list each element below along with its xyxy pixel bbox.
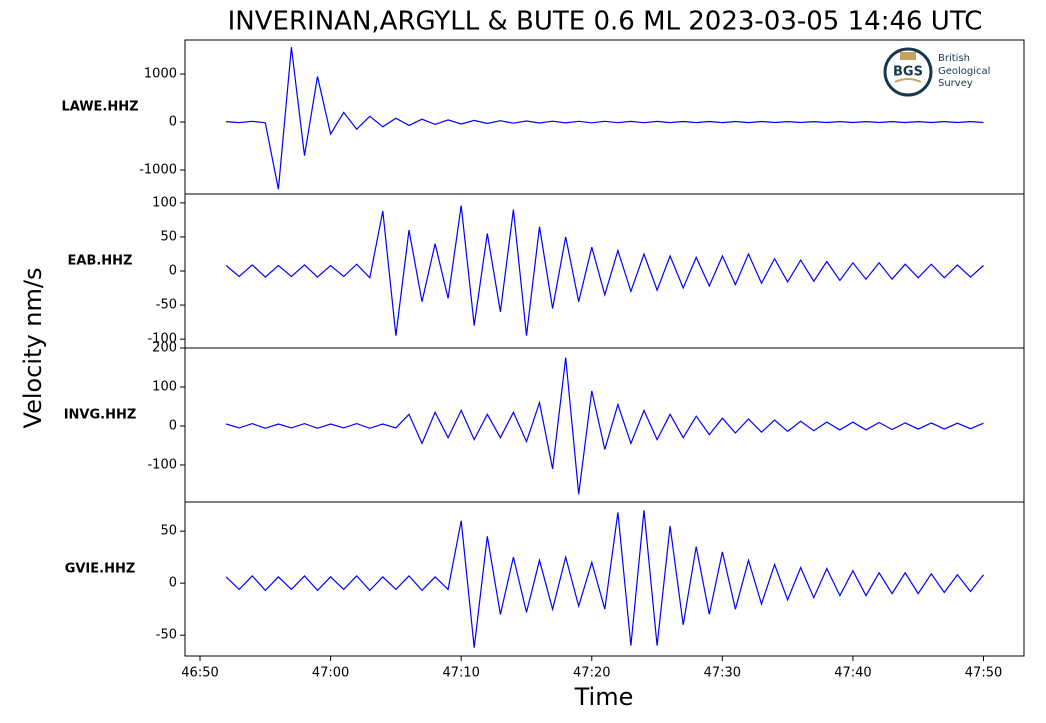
plot-area [225,357,984,495]
logo-text: British [938,53,970,64]
y-tick-label: 0 [169,264,177,279]
waveform [225,205,984,336]
logo-swoosh [894,78,922,83]
panel: GVIE.HHZ -50 0 50 46:50 47:00 47:10 47:20 47:30 4… [65,501,1025,681]
y-tick-label: 1000 [144,67,177,82]
y-tick-label: -100 [147,332,177,347]
x-tick-label: 47:40 [834,666,871,681]
logo: BGS British Geological Survey [883,47,990,97]
logo-mark: BGS [893,65,923,80]
y-tick-label: 200 [152,341,177,356]
logo-crown [900,52,916,60]
plot-area [225,510,984,648]
waveform [226,47,984,190]
panel: LAWE.HHZ -1000 0 1000 [61,39,1025,195]
waveform [225,357,984,495]
logo-text: Survey [938,78,973,89]
x-tick-label: 47:00 [312,666,349,681]
x-tick-label: 47:30 [704,666,741,681]
y-tick-label: 0 [169,576,177,591]
y-axis-label: Velocity nm/s [19,268,47,429]
logo-text: Geological [938,66,990,77]
x-tick-label: 47:50 [965,666,1002,681]
chart-title: INVERINAN,ARGYLL & BUTE 0.6 ML 2023-03-0… [228,7,983,37]
axes-frame [184,501,1025,657]
station-label: EAB.HHZ [68,254,133,269]
station-label: GVIE.HHZ [65,562,136,577]
x-tick-label: 46:50 [181,666,218,681]
y-tick-label: -50 [156,628,177,643]
y-tick-label: 0 [169,115,177,130]
plot-area [226,47,984,190]
y-tick-label: 100 [152,195,177,210]
y-tick-label: 100 [152,379,177,394]
y-tick-label: 0 [169,418,177,433]
station-label: INVG.HHZ [64,408,137,423]
x-tick-label: 47:10 [442,666,479,681]
panel: EAB.HHZ -100 -50 0 50 100 [68,193,1025,349]
x-tick-label: 47:20 [573,666,610,681]
logo-ring [883,47,933,97]
waveform [225,510,984,648]
panel: INVG.HHZ -100 0 100 200 [64,341,1025,503]
x-axis-label: Time [574,683,634,711]
y-tick-label: 50 [160,524,177,539]
y-tick-label: -100 [147,457,177,472]
plot-area [225,205,984,336]
y-tick-label: -1000 [139,163,177,178]
axes-frame [184,347,1025,503]
y-tick-label: 50 [160,229,177,244]
station-label: LAWE.HHZ [61,100,138,115]
y-tick-label: -50 [156,298,177,313]
